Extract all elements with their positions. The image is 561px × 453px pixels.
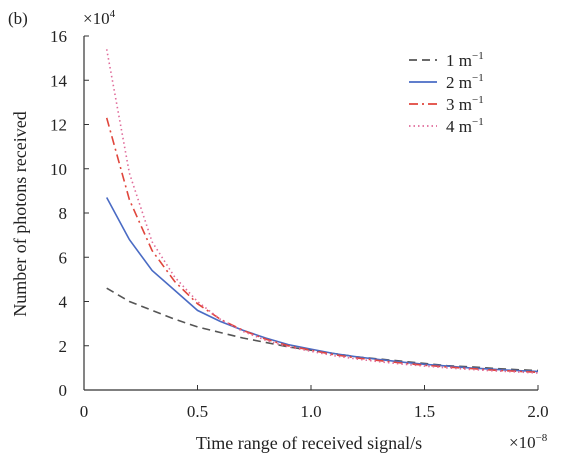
panel-label: (b): [8, 9, 28, 28]
x-tick-label: 1.5: [414, 402, 435, 421]
y-tick-label: 12: [50, 116, 67, 135]
y-tick-label: 6: [59, 248, 68, 267]
x-tick-label: 0: [80, 402, 89, 421]
y-tick-label: 8: [59, 204, 68, 223]
axes: 0 0.5 1.0 1.5 2.0 0 2 4 6 8 10 12 14 16: [50, 27, 549, 421]
x-tick-label: 1.0: [300, 402, 321, 421]
y-tick-label: 16: [50, 27, 67, 46]
legend-label: 2 m−1: [446, 72, 484, 92]
series-line: [105, 117, 539, 374]
x-multiplier: ×10−8: [509, 432, 548, 452]
series-line: [105, 49, 539, 374]
y-tick-label: 4: [59, 293, 68, 312]
y-axis-title: Number of photons received: [10, 111, 30, 316]
x-tick-label: 0.5: [187, 402, 208, 421]
x-axis-title: Time range of received signal/s: [196, 433, 422, 453]
legend-label: 1 m−1: [446, 50, 484, 70]
x-tick-label: 2.0: [527, 402, 548, 421]
y-tick-label: 14: [50, 71, 68, 90]
legend-label: 3 m−1: [446, 94, 484, 114]
legend: 1 m−12 m−13 m−14 m−1: [409, 50, 484, 136]
y-tick-label: 10: [50, 160, 67, 179]
series-line: [106, 287, 539, 372]
y-tick-label: 2: [59, 337, 68, 356]
y-multiplier: ×104: [83, 8, 116, 28]
series-line: [105, 197, 539, 373]
series-layer: [105, 49, 539, 374]
y-tick-label: 0: [59, 381, 68, 400]
legend-label: 4 m−1: [446, 116, 484, 136]
